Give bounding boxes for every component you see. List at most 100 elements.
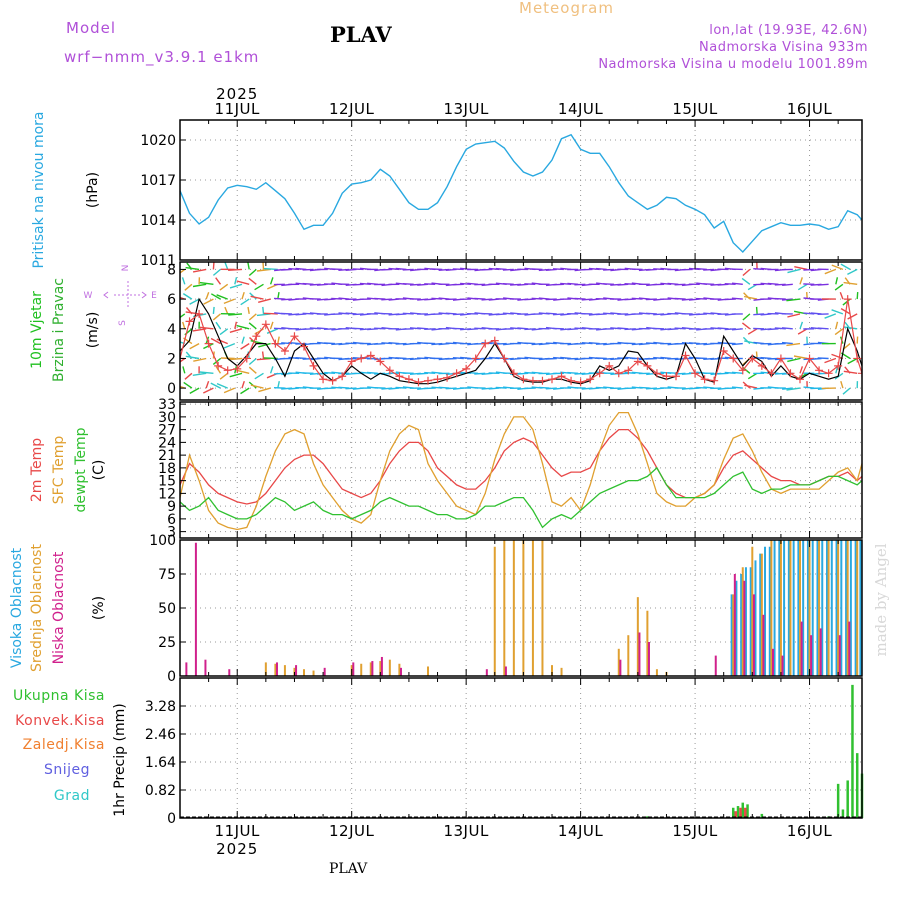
wind-barb	[185, 355, 200, 360]
wind-barb	[574, 342, 586, 345]
wind-barb	[696, 267, 708, 271]
wind-barb	[210, 293, 221, 300]
wind-barb	[215, 366, 222, 374]
y-tick-label: 12	[158, 486, 176, 502]
y-tick-label: 6	[167, 292, 176, 308]
wind-barb	[674, 283, 686, 286]
wind-barb	[205, 380, 210, 389]
wind-speed-point	[509, 369, 518, 378]
wind-barb	[247, 262, 250, 270]
wind-barb	[545, 342, 557, 345]
rain-total-label: Ukupna Kisa	[13, 688, 105, 704]
wind-barb	[345, 357, 357, 360]
wind-speed-point	[404, 375, 413, 384]
temp-sfc-line	[179, 411, 863, 531]
wind-barb	[817, 357, 829, 360]
wind-barb	[502, 268, 514, 271]
wind-barb	[803, 268, 815, 271]
wind-barb	[189, 342, 200, 350]
y-tick-label: 6	[167, 512, 176, 528]
wind-barb	[843, 281, 858, 285]
wind-speed-point	[853, 354, 862, 363]
wind-barb	[502, 283, 514, 285]
wind-barb	[189, 387, 200, 395]
wind-barb	[254, 372, 264, 380]
wind-barb	[524, 283, 536, 285]
y-tick-label: 33	[158, 397, 176, 413]
wind-barb	[695, 357, 708, 360]
wind-barb	[302, 328, 314, 330]
wind-barb	[254, 283, 264, 291]
wind-barb	[574, 297, 586, 300]
wind-speed-point	[528, 376, 537, 385]
wind-speed-point	[338, 372, 347, 381]
wind-barb	[834, 372, 844, 380]
wind-barb	[228, 313, 243, 316]
wind-speed-point	[586, 375, 595, 384]
wind-barb	[431, 268, 443, 271]
wind-barb	[552, 313, 564, 316]
wind-panel-label: 10m Vjetar	[29, 291, 45, 369]
wind-barb	[840, 263, 851, 271]
wind-speed-point	[700, 375, 709, 384]
wind-barb	[212, 262, 215, 270]
model-label: Model	[66, 19, 117, 37]
wind-barb	[747, 328, 758, 335]
wind-barb	[835, 277, 839, 285]
temp-2m-label: 2m Temp	[29, 438, 45, 502]
wind-barb	[352, 327, 364, 330]
y-tick-label: 1014	[140, 213, 176, 229]
wind-barb	[345, 387, 357, 390]
y-tick-label: 2.46	[145, 727, 176, 743]
wind-speed-point	[471, 354, 480, 363]
wind-speed-point	[538, 376, 547, 385]
dewpt-label: dewpt Temp	[73, 427, 89, 512]
wind-speed-point	[805, 354, 814, 363]
wind-barb	[184, 372, 193, 380]
wind-barb	[753, 268, 765, 271]
wind-barb	[212, 268, 221, 276]
wind-barb	[424, 283, 436, 285]
wind-speed-point	[357, 354, 366, 363]
wind-speed-point	[834, 361, 843, 370]
wind-barb	[731, 386, 743, 389]
wind-barb	[374, 327, 386, 330]
wind-barb	[250, 295, 264, 300]
wind-speed-line	[180, 299, 862, 383]
wind-barb	[703, 268, 715, 271]
wind-barb	[277, 381, 280, 389]
wind-barb	[241, 291, 245, 300]
wind-barb	[249, 292, 257, 300]
y-tick-label: 27	[158, 423, 176, 439]
wind-barb	[219, 328, 229, 336]
wind-barb	[524, 342, 536, 345]
wind-barb	[843, 370, 858, 374]
wind-barb	[263, 312, 278, 315]
wind-speed-point	[385, 366, 394, 375]
wind-barb	[799, 366, 804, 374]
panel-grid-pressure	[180, 120, 862, 261]
wind-barb	[695, 297, 708, 300]
wind-barb	[724, 283, 736, 285]
wind-barb	[567, 328, 579, 331]
wind-barb	[302, 268, 314, 271]
y-tick-label: 18	[158, 461, 176, 477]
wind-speed-point	[843, 295, 852, 304]
wind-barb	[502, 312, 514, 315]
wind-barb	[731, 297, 743, 300]
wind-barb	[847, 357, 858, 365]
wind-barb	[524, 328, 536, 331]
wind-barb	[248, 313, 257, 321]
rain-frz-label: Zaledj.Kisa	[23, 737, 105, 753]
wind-barb	[366, 371, 378, 374]
panel-grid-precip	[180, 678, 862, 819]
wind-barb	[703, 312, 715, 315]
wind-barb	[241, 336, 245, 344]
wind-barb	[617, 357, 629, 360]
wind-barb	[797, 283, 808, 291]
temp-sfc-label: SFC Temp	[51, 436, 67, 505]
wind-barb	[847, 268, 858, 276]
wind-barb	[228, 357, 243, 361]
wind-barb	[236, 280, 250, 285]
wind-barb	[181, 277, 186, 285]
